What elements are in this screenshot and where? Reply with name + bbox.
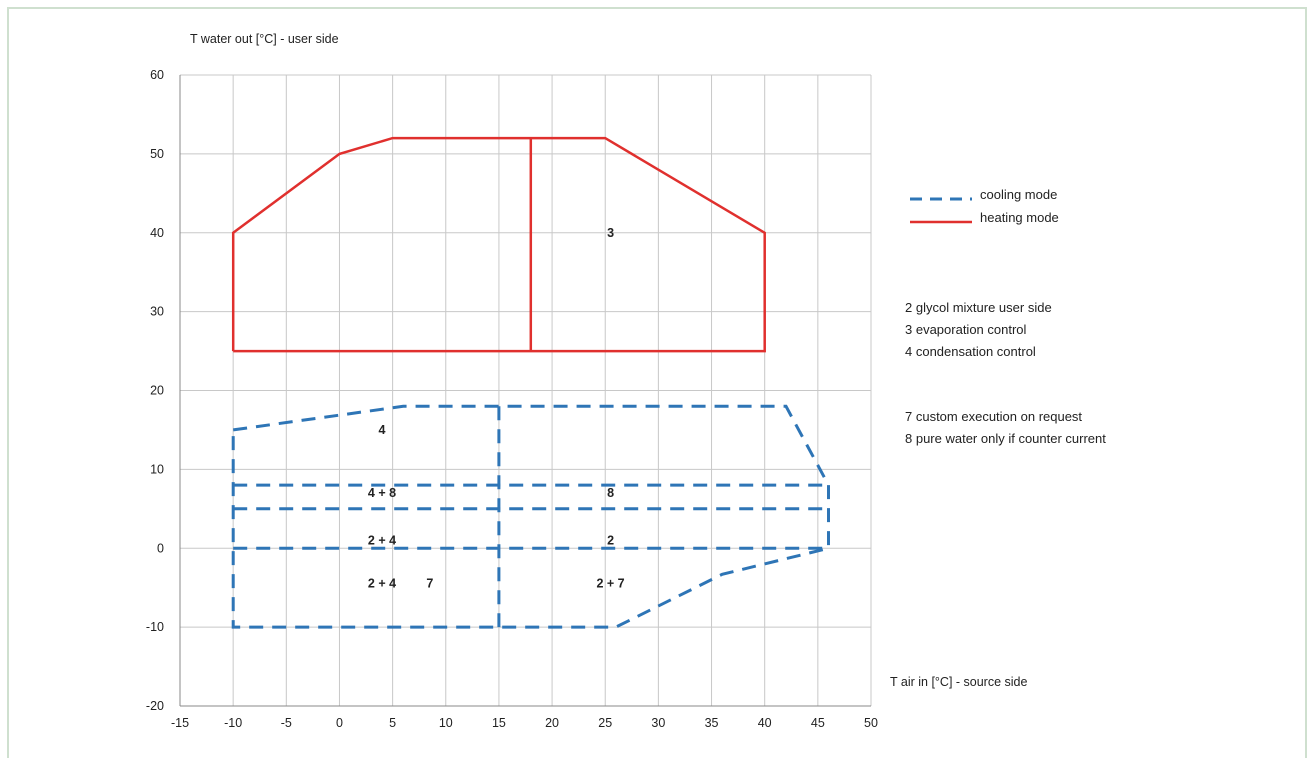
note-3: 3 evaporation control	[905, 322, 1027, 337]
x-axis-label: T air in [°C] - source side	[890, 675, 1027, 689]
x-tick-label: 25	[598, 716, 612, 730]
region-label: 2 + 4	[368, 533, 396, 547]
region-label: 7	[426, 577, 433, 591]
x-tick-label: 40	[758, 716, 772, 730]
x-tick-label: 45	[811, 716, 825, 730]
y-tick-label: -20	[146, 699, 164, 713]
region-label: 2 + 7	[596, 577, 624, 591]
y-axis-label: T water out [°C] - user side	[190, 32, 339, 46]
region-label: 4	[379, 423, 386, 437]
region-label: 2	[607, 533, 614, 547]
x-tick-label: 30	[651, 716, 665, 730]
y-tick-label: 40	[150, 226, 164, 240]
legend: cooling mode heating mode	[910, 187, 1059, 225]
y-tick-label: 10	[150, 462, 164, 476]
y-tick-label: 30	[150, 305, 164, 319]
chart-frame	[7, 7, 1307, 758]
region-label: 8	[607, 486, 614, 500]
x-tick-label: 10	[439, 716, 453, 730]
legend-label-cooling: cooling mode	[980, 187, 1057, 202]
region-label: 2 + 4	[368, 577, 396, 591]
legend-label-heating: heating mode	[980, 210, 1059, 225]
x-tick-label: 20	[545, 716, 559, 730]
x-tick-label: 15	[492, 716, 506, 730]
region-annotations: 3 4 4 + 8 8 2 + 4 2 2 + 4 7 2 + 7	[368, 226, 625, 591]
heating-mode-line	[231, 136, 766, 353]
y-tick-label: 60	[150, 68, 164, 82]
x-tick-label: -10	[224, 716, 242, 730]
x-tick-label: 50	[864, 716, 878, 730]
note-4: 4 condensation control	[905, 344, 1036, 359]
note-7: 7 custom execution on request	[905, 409, 1082, 424]
region-label: 3	[607, 226, 614, 240]
tick-labels: -15 -10 -5 0 5 10 15 20 25 30 35 40 45 50 -20 -10 0 10 20 3…	[146, 68, 878, 730]
note-8: 8 pure water only if counter current	[905, 431, 1106, 446]
x-tick-label: 35	[705, 716, 719, 730]
y-tick-label: 0	[157, 541, 164, 555]
notes: 2 glycol mixture user side 3 evaporation…	[905, 300, 1106, 446]
x-tick-label: -5	[281, 716, 292, 730]
x-tick-label: -15	[171, 716, 189, 730]
note-2: 2 glycol mixture user side	[905, 300, 1052, 315]
y-tick-label: -10	[146, 620, 164, 634]
region-label: 4 + 8	[368, 486, 396, 500]
series-lines	[231, 136, 830, 629]
x-tick-label: 5	[389, 716, 396, 730]
y-tick-label: 20	[150, 384, 164, 398]
x-tick-label: 0	[336, 716, 343, 730]
grid	[179, 74, 872, 707]
cooling-mode-line	[231, 404, 830, 629]
y-tick-label: 50	[150, 147, 164, 161]
